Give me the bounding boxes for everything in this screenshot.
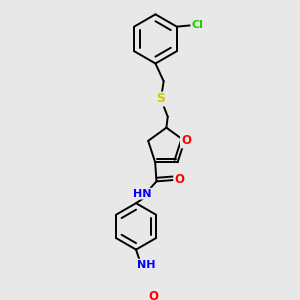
Text: S: S <box>156 92 165 106</box>
Text: NH: NH <box>137 260 156 270</box>
Text: Cl: Cl <box>191 20 203 30</box>
Text: O: O <box>181 134 191 147</box>
Text: O: O <box>149 290 159 300</box>
Text: O: O <box>174 173 184 187</box>
Text: HN: HN <box>133 189 151 199</box>
